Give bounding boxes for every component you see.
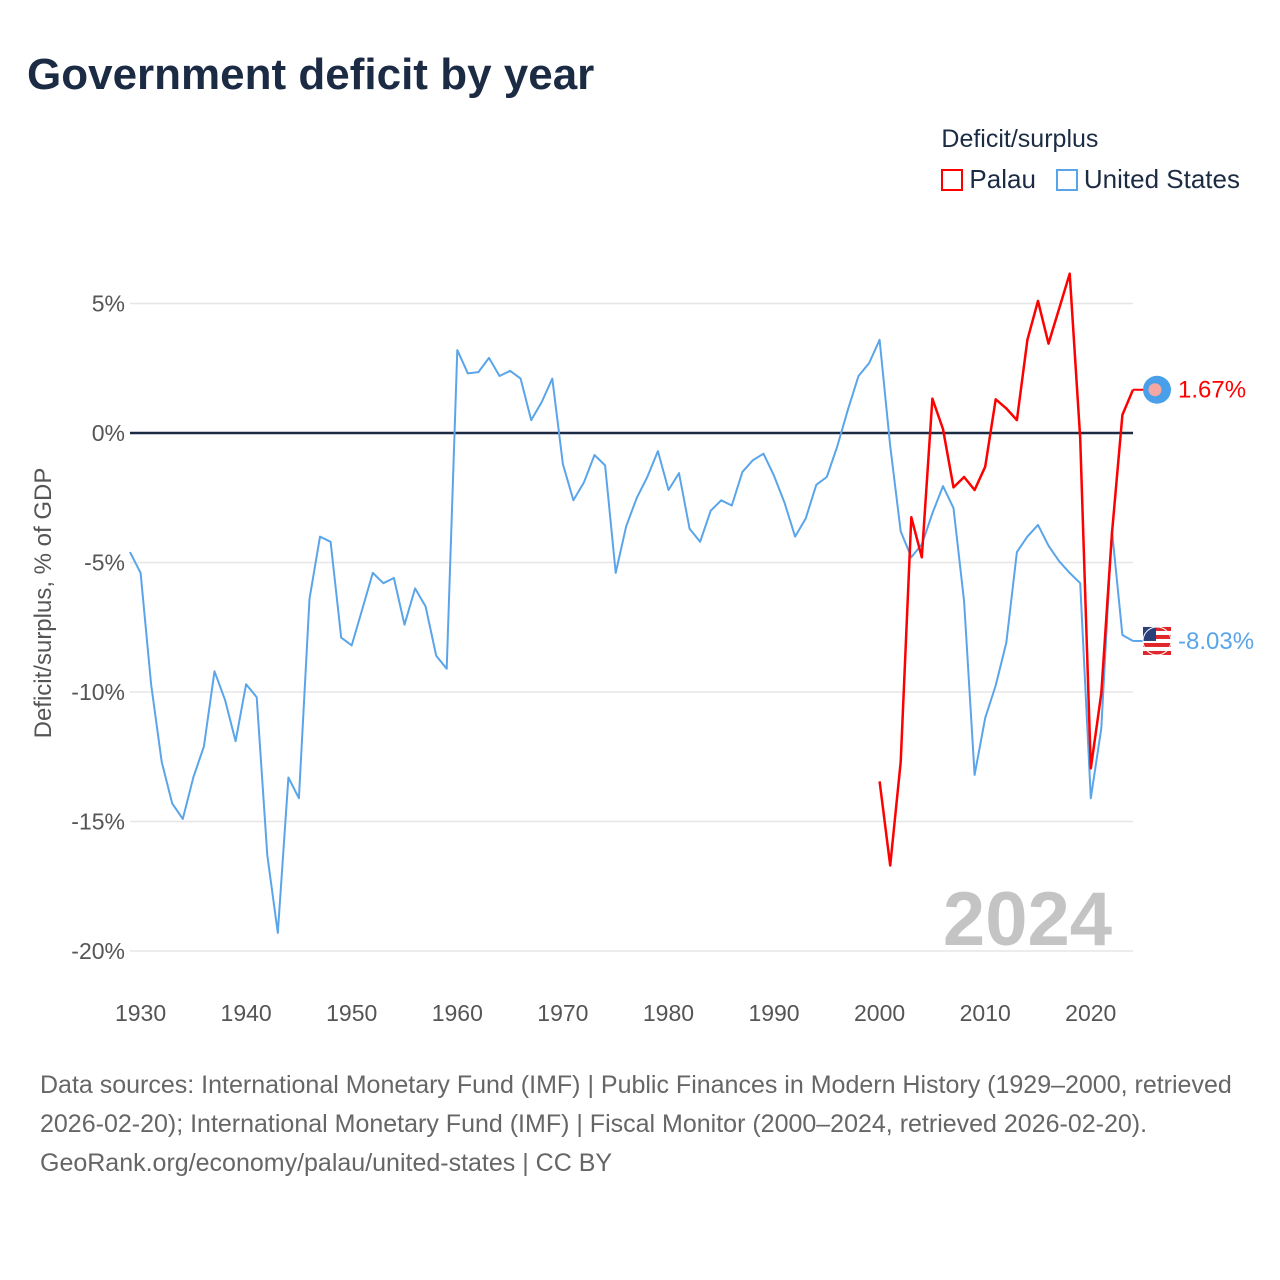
x-tick-label: 1980 <box>643 1000 694 1026</box>
x-tick-label: 1960 <box>432 1000 483 1026</box>
legend-title: Deficit/surplus <box>941 125 1099 153</box>
y-tick-label: -5% <box>84 550 125 576</box>
x-tick-label: 1930 <box>115 1000 166 1026</box>
year-watermark: 2024 <box>943 877 1112 962</box>
flag-stripe <box>1143 638 1171 643</box>
line-chart: 5% 0% -5% -10% -15% -20% 2024 1930 1940 1950 196… <box>30 272 1254 1026</box>
y-axis-label: Deficit/surplus, % of GDP <box>30 468 57 739</box>
legend-label-palau: Palau <box>969 164 1036 194</box>
flag-stripe <box>1143 642 1171 647</box>
end-value-label-palau: 1.67% <box>1178 377 1246 404</box>
flag-stripe <box>1143 630 1171 635</box>
footer: Data sources: International Monetary Fun… <box>40 1066 1240 1183</box>
series-line-united-states <box>129 338 1134 934</box>
chart-title: Government deficit by year <box>27 50 595 99</box>
legend-swatch-palau <box>941 168 964 191</box>
x-tick-label: 2020 <box>1065 1000 1116 1026</box>
legend-item-united-states[interactable]: United States <box>1055 164 1240 195</box>
flag-disc <box>1148 383 1162 397</box>
flag-stripe <box>1143 634 1171 639</box>
series-line-palau <box>878 272 1135 867</box>
legend-swatch-united-states <box>1055 168 1078 191</box>
flag-stripe <box>1143 646 1171 651</box>
legend-item-palau[interactable]: Palau <box>941 164 1036 195</box>
y-tick-label: -10% <box>71 679 125 705</box>
flag-icon-palau <box>1143 375 1171 404</box>
y-tick-label: -20% <box>71 938 125 964</box>
flag-icon-united-states <box>1142 626 1172 656</box>
end-value-label-united-states: -8.03% <box>1178 628 1254 655</box>
x-tick-label: 2000 <box>854 1000 905 1026</box>
y-tick-label: -15% <box>71 809 125 835</box>
legend-label-united-states: United States <box>1083 164 1240 194</box>
x-tick-label: 1940 <box>221 1000 272 1026</box>
flag-stripe <box>1143 650 1171 655</box>
flag-canton <box>1143 626 1156 641</box>
flag-stripe <box>1143 626 1171 631</box>
flag-ring <box>1142 626 1172 656</box>
y-tick-label: 0% <box>92 420 125 446</box>
x-tick-label: 1950 <box>326 1000 377 1026</box>
x-tick-label: 2010 <box>960 1000 1011 1026</box>
legend: Deficit/surplus Palau United States <box>941 125 1240 195</box>
x-tick-label: 1970 <box>537 1000 588 1026</box>
x-tick-label: 1990 <box>748 1000 799 1026</box>
credit-link[interactable]: GeoRank.org/economy/palau/united-states … <box>40 1149 613 1177</box>
data-sources: Data sources: International Monetary Fun… <box>40 1071 1232 1138</box>
y-tick-label: 5% <box>92 291 125 317</box>
